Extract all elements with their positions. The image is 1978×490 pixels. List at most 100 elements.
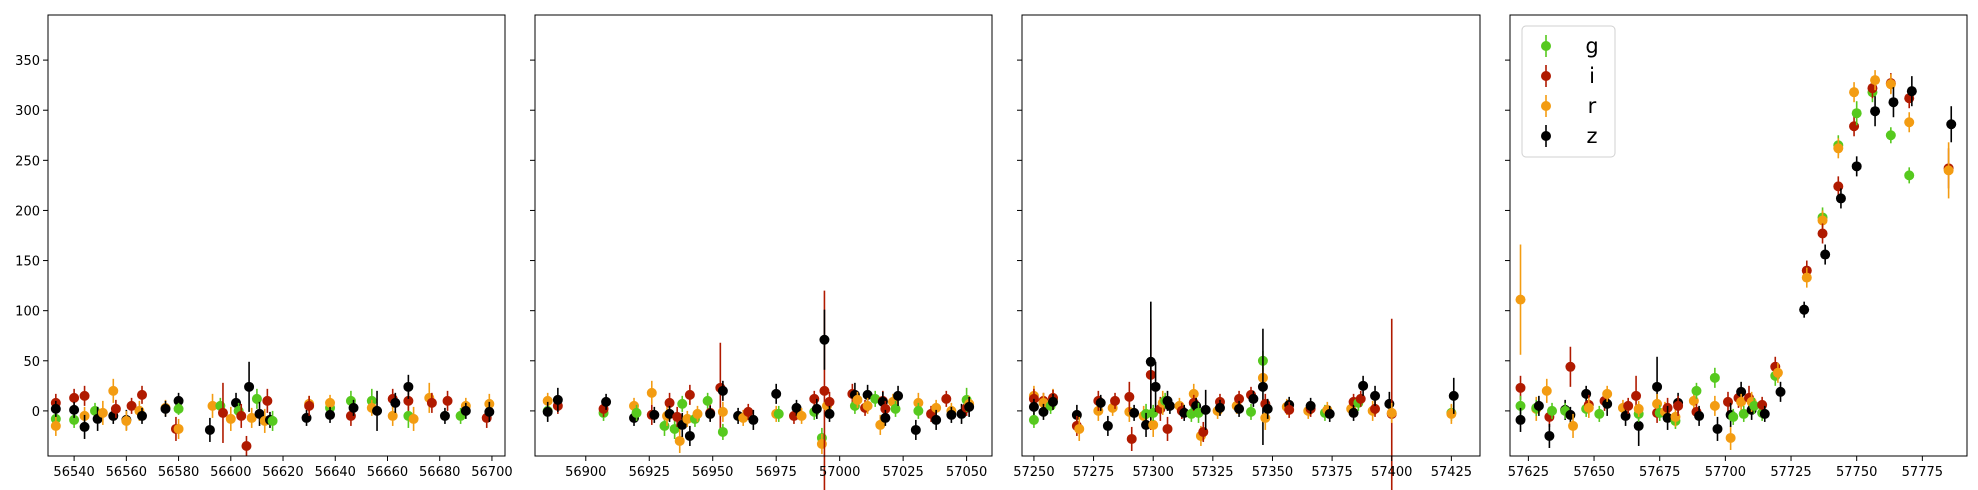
marker-g (870, 393, 881, 404)
marker-g (1515, 400, 1526, 411)
point-r (646, 380, 657, 405)
point-i (79, 385, 90, 406)
x-tick-label: 56560 (106, 465, 147, 480)
marker-r (1709, 400, 1720, 411)
marker-g (1749, 400, 1760, 411)
point-i (1162, 416, 1173, 441)
point-r (1849, 82, 1860, 103)
marker-g (69, 414, 80, 425)
marker-i (1234, 393, 1245, 404)
marker-r (1568, 420, 1579, 431)
point-z (254, 401, 265, 426)
marker-r (1633, 403, 1644, 414)
marker-r (852, 394, 863, 405)
marker-i (1110, 395, 1121, 406)
point-r (121, 410, 132, 431)
point-i (1817, 223, 1828, 244)
marker-z (1234, 403, 1245, 414)
marker-g (890, 403, 901, 414)
x-tick-label: 57425 (1431, 465, 1472, 480)
point-i (126, 397, 137, 414)
x-tick-label: 57250 (1013, 465, 1054, 480)
marker-r (1515, 294, 1526, 305)
marker-r (674, 435, 685, 446)
point-z (244, 361, 255, 412)
point-z (79, 414, 90, 439)
marker-z (910, 424, 921, 435)
marker-z (1305, 400, 1316, 411)
marker-z (1533, 400, 1544, 411)
point-z (1835, 188, 1846, 209)
marker-z (69, 404, 80, 415)
legend-box (1521, 25, 1616, 158)
x-tick-label: 56640 (315, 465, 356, 480)
marker-z (552, 394, 563, 405)
point-r (225, 406, 236, 431)
point-i (262, 388, 273, 413)
marker-i (403, 395, 414, 406)
marker-z (880, 412, 891, 423)
marker-g (267, 415, 278, 426)
x-tick-label: 56925 (629, 465, 670, 480)
marker-r (1943, 165, 1954, 176)
point-r (796, 407, 807, 424)
point-z (1662, 405, 1673, 430)
marker-z (748, 414, 759, 425)
marker-i (1355, 393, 1366, 404)
point-z (390, 392, 401, 413)
point-g (1691, 382, 1702, 399)
marker-i (1370, 403, 1381, 414)
marker-z (931, 414, 942, 425)
point-z (1533, 395, 1544, 416)
legend-marker-r (1541, 101, 1551, 111)
marker-i (1198, 426, 1209, 437)
point-z (717, 380, 728, 401)
marker-r (692, 408, 703, 419)
point-z (1712, 416, 1723, 441)
marker-r (1772, 367, 1783, 378)
marker-z (1820, 249, 1831, 260)
marker-i (1126, 433, 1137, 444)
point-r (97, 400, 108, 425)
point-i (1126, 426, 1137, 451)
data-points (1028, 301, 1459, 490)
point-z (1888, 87, 1899, 118)
panel-3: 57250 57275 57300 57325 57350 57375 57400 57425 (1013, 14, 1481, 490)
marker-i (241, 440, 252, 451)
marker-z (1835, 193, 1846, 204)
point-i (137, 385, 148, 404)
marker-i (684, 389, 695, 400)
marker-g (1246, 406, 1256, 417)
point-g (631, 404, 642, 421)
point-r (1386, 402, 1397, 423)
marker-i (819, 385, 830, 396)
marker-r (408, 413, 419, 424)
marker-i (880, 403, 891, 414)
marker-i (1722, 396, 1733, 407)
point-z (160, 400, 171, 417)
x-tick-label: 56620 (262, 465, 303, 480)
marker-i (1623, 400, 1634, 411)
marker-z (372, 405, 383, 416)
marker-z (1348, 407, 1359, 418)
point-i (1849, 116, 1860, 137)
marker-z (1048, 396, 1059, 407)
marker-i (743, 406, 754, 417)
point-z (348, 399, 359, 416)
marker-z (460, 405, 471, 416)
x-tick-label: 56680 (419, 465, 460, 480)
marker-z (403, 381, 414, 392)
point-g (1246, 403, 1256, 420)
marker-z (1544, 430, 1555, 441)
point-z (1102, 415, 1113, 436)
marker-z (1324, 408, 1335, 419)
marker-z (439, 410, 450, 421)
marker-z (1145, 356, 1156, 367)
point-z (1870, 96, 1881, 127)
marker-r (1188, 388, 1199, 399)
point-z (1214, 399, 1225, 416)
point-r (207, 393, 218, 418)
point-z (1946, 106, 1957, 143)
marker-r (1583, 402, 1594, 413)
marker-i (1849, 121, 1860, 132)
